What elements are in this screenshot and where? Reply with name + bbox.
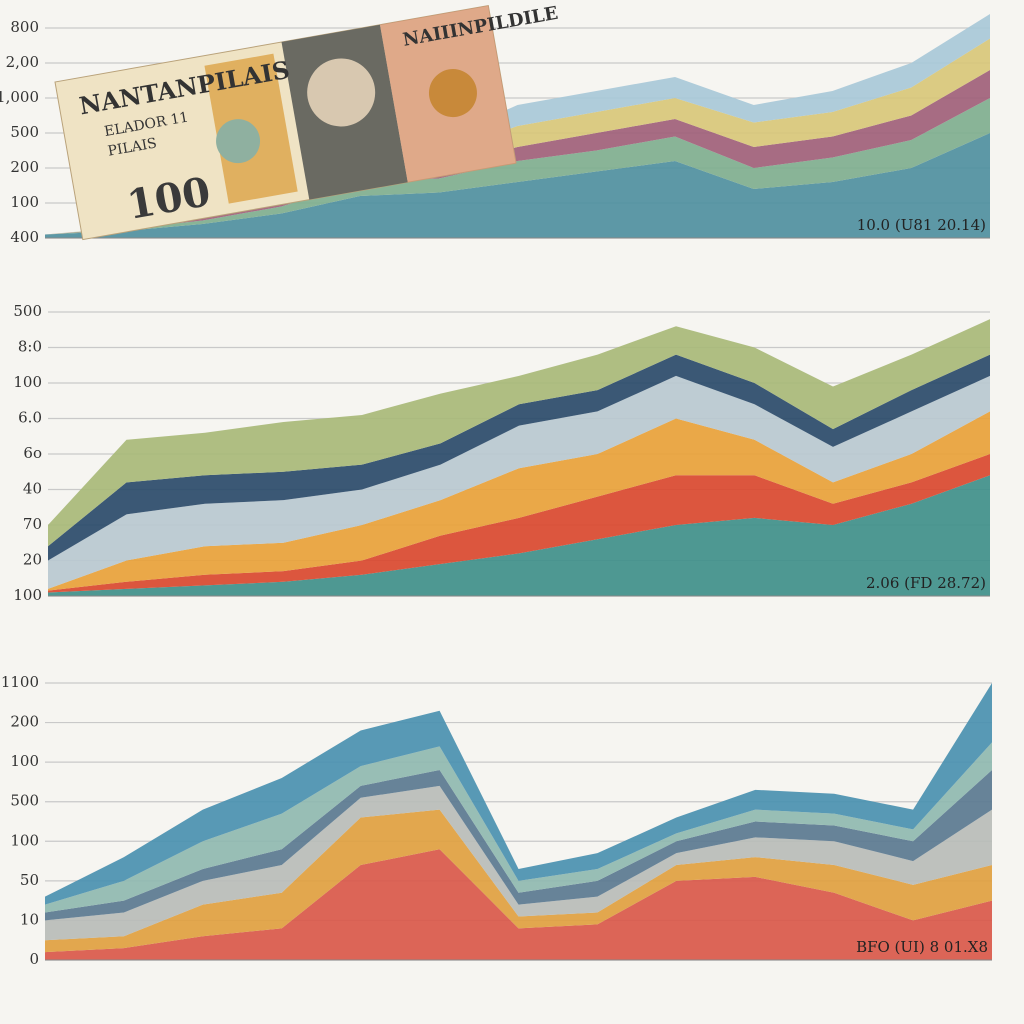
y-tick-label: 200 [10, 713, 39, 731]
area [48, 375, 990, 589]
y-tick-label: 400 [10, 228, 39, 246]
area [45, 683, 992, 905]
y-tick-label: 100 [10, 752, 39, 770]
y-tick-label: 10 [20, 910, 39, 928]
y-tick-label: 70 [23, 515, 42, 533]
y-tick-label: 100 [10, 831, 39, 849]
y-tick-label: 1,000 [0, 88, 39, 106]
y-tick-label: 500 [10, 792, 39, 810]
y-tick-label: 100 [13, 586, 42, 604]
y-tick-label: 6.0 [18, 409, 42, 427]
area [48, 411, 990, 591]
area [45, 14, 990, 235]
y-tick-label: 40 [23, 480, 42, 498]
y-tick-label: 8:0 [18, 338, 42, 356]
banknote-emblem [216, 119, 261, 164]
y-tick-label: 2,00 [6, 53, 39, 71]
y-tick-label: 50 [20, 871, 39, 889]
y-tick-label: 0 [29, 950, 39, 968]
annotation: 2.06 (FD 28.72) [866, 574, 986, 592]
y-tick-label: 100 [13, 373, 42, 391]
y-tick-label: 100 [10, 193, 39, 211]
y-tick-label: 200 [10, 158, 39, 176]
area [48, 319, 990, 547]
area [48, 475, 990, 596]
y-tick-label: 800 [10, 18, 39, 36]
banknote-seal [428, 69, 477, 118]
area [45, 133, 990, 238]
banknote-face [307, 58, 376, 127]
area [45, 38, 990, 235]
annotation: 10.0 (U81 20.14) [857, 216, 986, 234]
area [48, 454, 990, 593]
area [45, 809, 992, 953]
y-tick-label: 20 [23, 551, 42, 569]
annotation: BFO (UI) 8 01.X8 [856, 938, 988, 956]
y-tick-label: 1100 [1, 673, 39, 691]
area [45, 98, 990, 235]
area [45, 70, 990, 235]
banknote: NANTANPILAIS ELADOR 11 PILAIS 100 NAIIIN… [54, 3, 560, 241]
area [45, 770, 992, 921]
y-tick-label: 500 [13, 302, 42, 320]
area [45, 785, 992, 941]
y-tick-label: 6o [23, 444, 42, 462]
y-tick-label: 500 [10, 123, 39, 141]
